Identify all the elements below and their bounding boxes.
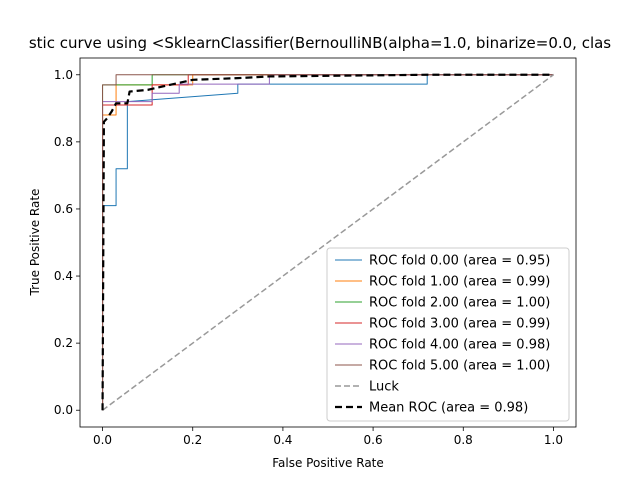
y-tick-label: 0.0 (54, 403, 73, 417)
series-line-7 (101, 73, 554, 411)
x-tick-label: 0.0 (93, 433, 112, 447)
x-tick-label: 1.0 (544, 433, 563, 447)
chart-title: stic curve using <SklearnClassifier(Bern… (29, 34, 611, 52)
legend-label: ROC fold 0.00 (area = 0.95) (369, 254, 550, 269)
x-tick-label: 0.6 (364, 433, 383, 447)
y-tick-label: 0.6 (54, 202, 73, 216)
y-axis-ticks: 0.0 0.2 0.4 0.6 0.8 1.0 (54, 68, 80, 417)
legend-label: Mean ROC (area = 0.98) (369, 401, 528, 416)
y-tick-label: 0.4 (54, 269, 73, 283)
series-line-4 (102, 74, 554, 411)
legend: ROC fold 0.00 (area = 0.95) ROC fold 1.00… (326, 247, 570, 422)
legend-label: ROC fold 5.00 (area = 1.00) (369, 359, 550, 374)
x-axis-ticks: 0.0 0.2 0.4 0.6 0.8 1.0 (93, 427, 563, 447)
legend-label: Luck (369, 380, 399, 395)
x-tick-label: 0.4 (273, 433, 292, 447)
legend-box (326, 247, 570, 422)
y-axis-label: True Positive Rate (28, 189, 42, 297)
legend-label: ROC fold 2.00 (area = 1.00) (369, 296, 550, 311)
series-line-6 (102, 74, 554, 411)
x-tick-label: 0.8 (454, 433, 473, 447)
axes-frame (79, 57, 577, 428)
y-tick-label: 0.8 (54, 135, 73, 149)
series-layer (101, 73, 554, 411)
legend-label: ROC fold 1.00 (area = 0.99) (369, 275, 550, 290)
x-axis-label: False Positive Rate (272, 456, 384, 470)
x-tick-label: 0.2 (183, 433, 202, 447)
legend-label: ROC fold 3.00 (area = 0.99) (369, 317, 550, 332)
legend-label: ROC fold 4.00 (area = 0.98) (369, 338, 550, 353)
y-tick-label: 0.2 (54, 336, 73, 350)
y-tick-label: 1.0 (54, 68, 73, 82)
series-line-5 (102, 74, 554, 411)
